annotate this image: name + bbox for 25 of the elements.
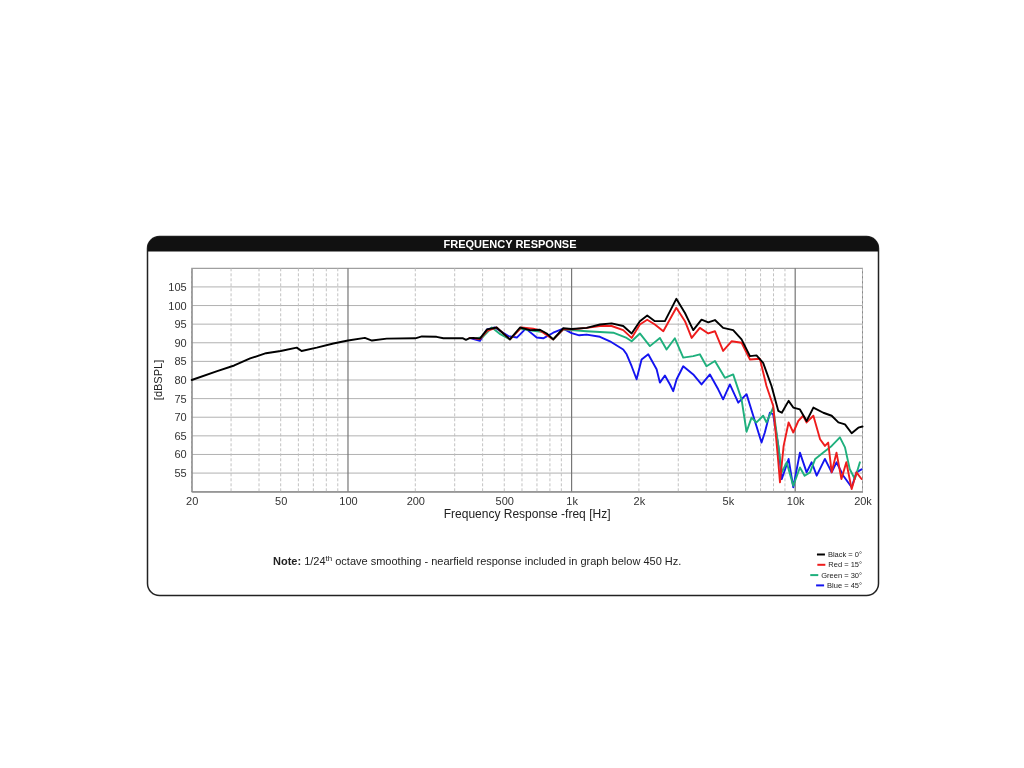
y-tick-label: 100: [168, 299, 187, 312]
y-tick-label: 85: [174, 355, 187, 368]
x-tick-label: 200: [406, 495, 425, 508]
x-tick-label: 1k: [566, 495, 579, 508]
x-tick-label: 2k: [633, 495, 646, 508]
x-tick-label: 5k: [722, 495, 735, 508]
y-tick-label: 95: [174, 318, 187, 331]
y-tick-label: 90: [174, 336, 187, 349]
y-axis-title: [dBSPL]: [152, 359, 164, 401]
x-tick-label: 100: [339, 495, 358, 508]
y-tick-label: 55: [174, 467, 187, 480]
chart-title: FREQUENCY RESPONSE: [443, 238, 577, 250]
x-tick-label: 20: [186, 495, 199, 508]
x-tick-label: 10k: [786, 495, 806, 508]
y-tick-label: 75: [174, 392, 187, 405]
y-tick-label: 60: [174, 448, 187, 461]
x-axis-title: Frequency Response -freq [Hz]: [443, 507, 611, 521]
y-tick-label: 105: [168, 280, 187, 293]
y-tick-label: 80: [174, 374, 187, 387]
x-tick-label: 500: [495, 495, 514, 508]
text: Note: 1/24$^{th}$ octave smoothing - nearfield response included in graph below 450 Hz.: [273, 553, 682, 567]
x-tick-label: 50: [275, 495, 288, 508]
y-tick-label: 65: [174, 429, 187, 442]
y-tick-label: 70: [174, 411, 187, 424]
x-tick-label: 20k: [854, 495, 873, 508]
